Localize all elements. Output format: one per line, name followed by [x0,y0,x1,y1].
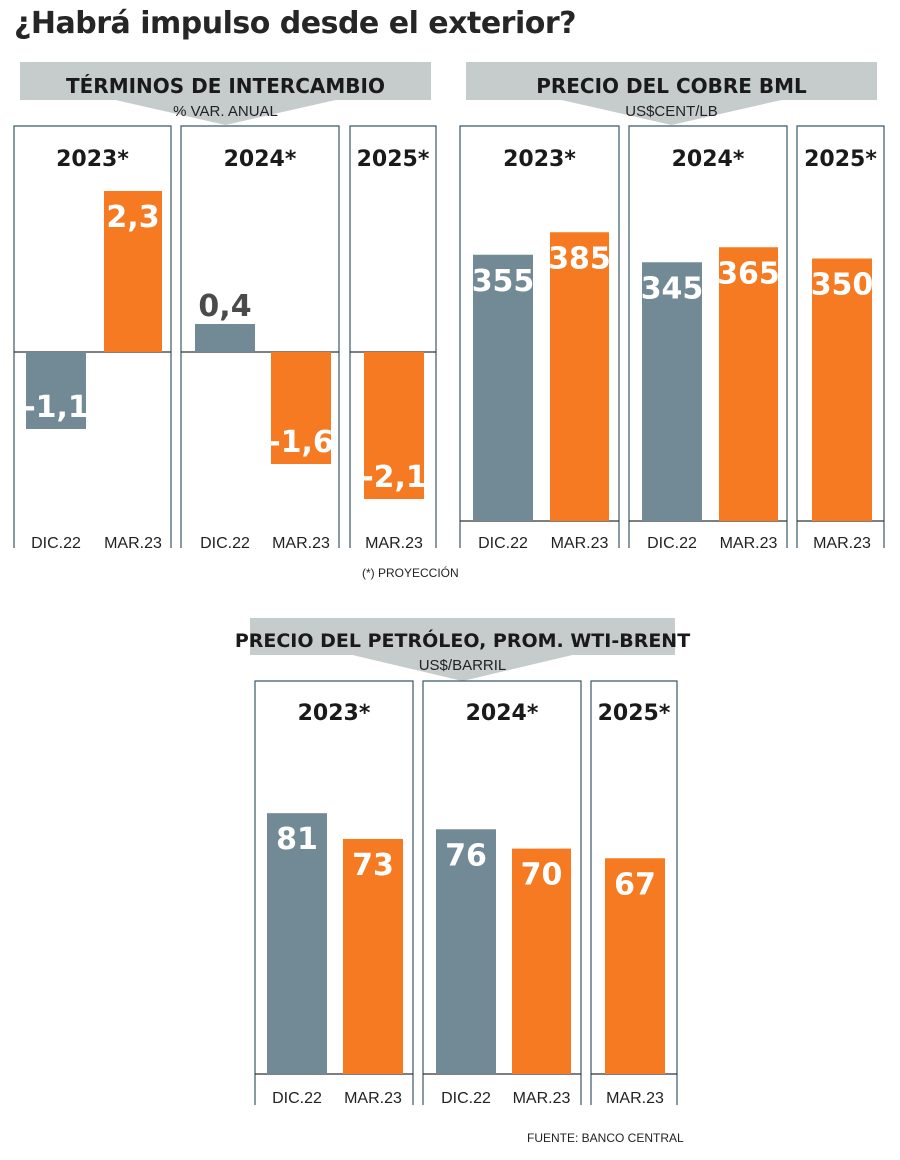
panel-frame [180,125,340,548]
data-label: 76 [445,838,487,873]
year-panel-2025: 2025* 350 MAR.23 [796,125,885,552]
data-label: 73 [352,848,394,883]
category-label: MAR.23 [344,1090,402,1107]
data-label: 385 [548,241,611,276]
panel-frame [590,680,678,1105]
bar-mar23 [719,247,778,521]
year-panel-2025: 2025* -2,1 MAR.23 [349,125,437,552]
panel-frame [628,125,788,548]
data-label: 365 [717,256,780,291]
bar-mar23 [812,258,872,521]
year-label: 2024* [224,147,297,172]
source-note: FUENTE: BANCO CENTRAL [527,1131,684,1145]
chart-title: PRECIO DEL COBRE BML [536,74,807,98]
panel-frame [349,125,437,548]
category-label: MAR.23 [551,535,609,552]
year-label: 2023* [298,701,371,726]
year-label: 2023* [56,147,129,172]
category-label: DIC.22 [441,1090,491,1107]
year-label: 2025* [598,701,671,726]
bar-dic22 [267,813,327,1074]
chart-2: PRECIO DEL COBRE BML US$CENT/LB 2023* 355 DI… [459,62,885,552]
bar-dic22 [26,352,86,429]
data-label: -1,6 [268,425,334,460]
year-panel-2023: 2023* -1,1 DIC.22 2,3 MAR.23 [13,125,172,552]
title-banner [20,62,431,125]
year-label: 2025* [357,147,430,172]
category-label: DIC.22 [647,535,697,552]
bar-mar23 [364,352,424,499]
category-label: DIC.22 [31,535,81,552]
category-label: DIC.22 [272,1090,322,1107]
chart-1: TÉRMINOS DE INTERCAMBIO% VAR. ANUAL2023*… [13,62,437,552]
chart-title: TÉRMINOS DE INTERCAMBIO [66,74,385,98]
bar-dic22 [473,254,533,521]
page-title: ¿Habrá impulso desde el exterior? [14,6,577,41]
category-label: DIC.22 [200,535,250,552]
category-label: MAR.23 [606,1090,664,1107]
category-label: MAR.23 [513,1090,571,1107]
chart-subtitle: US$CENT/LB [625,103,718,120]
title-banner [466,62,877,125]
panel-frame [459,125,620,548]
chart-subtitle: % VAR. ANUAL [173,103,278,120]
data-label: -2,1 [361,460,427,495]
panel-frame [254,680,414,1105]
bar-mar23 [512,848,571,1074]
data-label: 0,4 [198,289,251,324]
chart-title: PRECIO DEL PETRÓLEO, PROM. WTI-BRENT [235,628,690,652]
year-label: 2023* [503,147,576,172]
bar-mar23 [550,232,609,521]
year-label: 2024* [672,147,745,172]
bar-mar23 [271,352,331,464]
year-panel-2024: 2024* 345 DIC.22 365 MAR.23 [628,125,788,552]
data-label: 355 [472,264,535,299]
year-panel-2025: 2025* 67 MAR.23 [590,680,678,1107]
year-panel-2024: 2024* 76 DIC.22 70 MAR.23 [422,680,582,1107]
year-label: 2025* [804,147,877,172]
year-panel-2023: 2023* 81 DIC.22 73 MAR.23 [254,680,414,1107]
panel-frame [422,680,582,1105]
category-label: MAR.23 [813,535,871,552]
projection-footnote: (*) PROYECCIÓN [362,566,459,580]
category-label: MAR.23 [720,535,778,552]
category-label: MAR.23 [272,535,330,552]
data-label: 2,3 [106,200,159,235]
data-label: 67 [614,867,656,902]
year-panel-2024: 2024* 0,4 DIC.22 -1,6 MAR.23 [180,125,340,552]
chart-subtitle: US$/BARRIL [419,657,507,674]
year-label: 2024* [466,701,539,726]
category-label: MAR.23 [104,535,162,552]
bar-mar23 [104,191,162,352]
category-label: MAR.23 [365,535,423,552]
year-panel-2023: 2023* 355 DIC.22 385 MAR.23 [459,125,620,552]
category-label: DIC.22 [478,535,528,552]
bar-dic22 [195,324,255,352]
panel-frame [796,125,885,548]
data-label: -1,1 [23,390,89,425]
title-banner [250,618,675,681]
data-label: 81 [276,822,318,857]
data-label: 70 [521,858,563,893]
chart-3: PRECIO DEL PETRÓLEO, PROM. WTI-BRENT US$/… [235,618,690,1107]
data-label: 350 [811,268,874,303]
data-label: 345 [641,271,704,306]
panel-frame [13,125,172,548]
bar-dic22 [642,262,702,521]
bar-dic22 [436,829,496,1074]
bar-mar23 [343,838,403,1074]
bar-mar23 [605,858,665,1074]
